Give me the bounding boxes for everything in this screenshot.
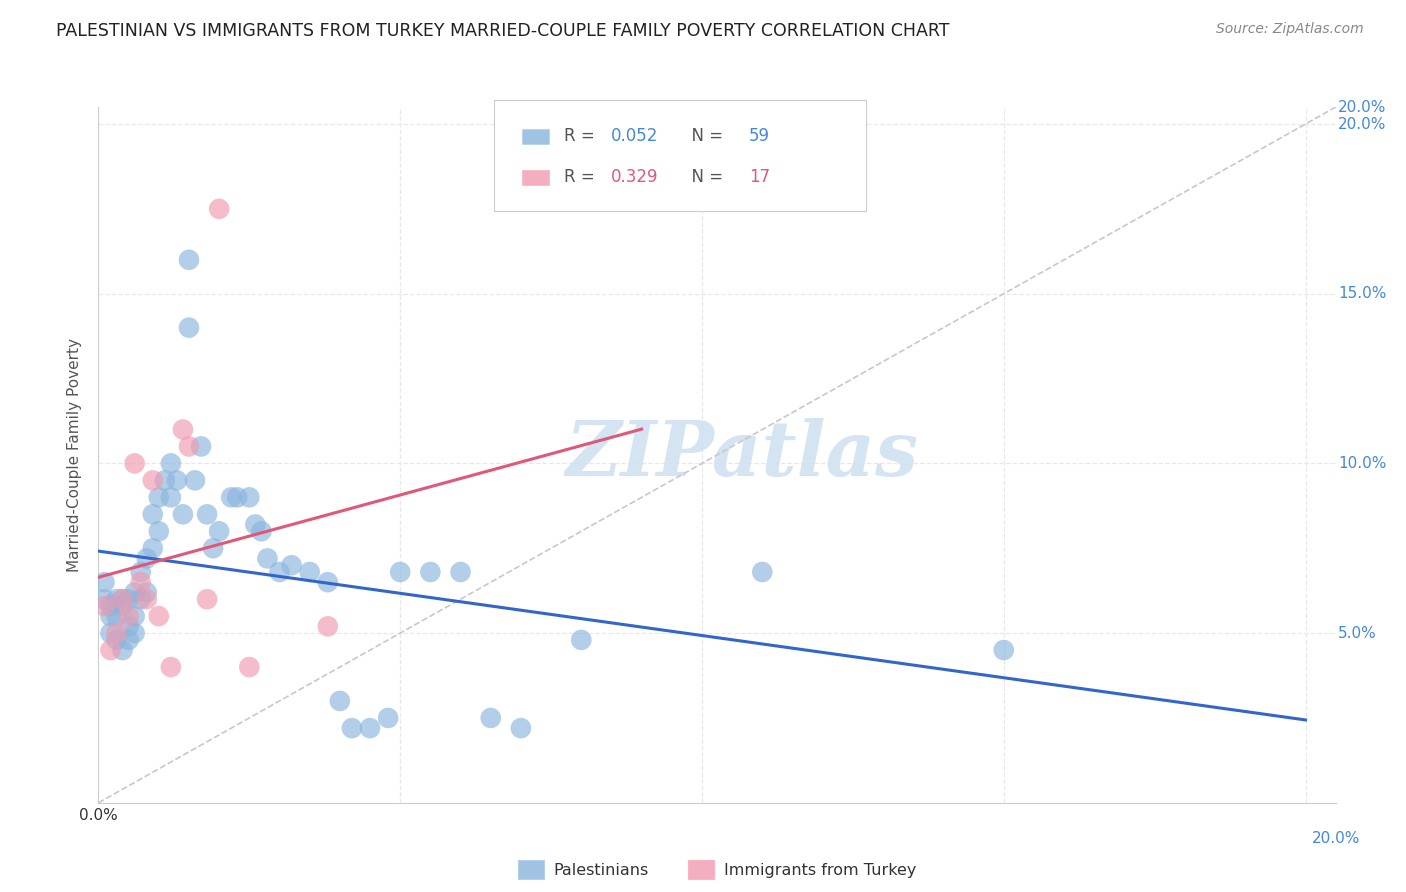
Point (993, 643, 1015, 657)
Point (153, 474, 176, 488)
Point (329, 694, 352, 708)
Point (450, 565, 472, 579)
Point (359, 721, 381, 735)
Text: 0.329: 0.329 (610, 169, 658, 186)
Point (111, 599, 134, 613)
Point (172, 422, 194, 436)
Point (184, 474, 207, 488)
Point (190, 439, 212, 453)
Point (124, 585, 146, 599)
FancyBboxPatch shape (495, 100, 866, 211)
Text: PALESTINIAN VS IMMIGRANTS FROM TURKEY MARRIED-COUPLE FAMILY POVERTY CORRELATION : PALESTINIAN VS IMMIGRANTS FROM TURKEY MA… (56, 22, 949, 40)
Point (160, 491, 183, 505)
Text: 59: 59 (749, 128, 770, 145)
Point (419, 565, 441, 579)
Point (135, 585, 157, 599)
Point (117, 592, 139, 607)
Point (226, 491, 249, 505)
Point (166, 474, 188, 488)
Text: 10.0%: 10.0% (1339, 456, 1386, 471)
Text: 5.0%: 5.0% (1339, 625, 1376, 640)
Point (100, 609, 122, 624)
Text: 20.0%: 20.0% (1339, 100, 1386, 114)
Point (509, 721, 531, 735)
Point (142, 541, 165, 556)
Point (250, 524, 273, 539)
Text: R =: R = (564, 128, 599, 145)
Point (135, 551, 157, 566)
Point (148, 524, 170, 539)
Point (208, 524, 231, 539)
Point (105, 609, 128, 624)
Point (129, 592, 152, 607)
Point (195, 592, 218, 607)
Point (389, 565, 412, 579)
Text: ZIPatlas: ZIPatlas (565, 418, 918, 491)
Point (177, 439, 200, 453)
Point (105, 592, 128, 607)
Point (172, 508, 194, 522)
Point (238, 660, 260, 674)
Text: Source: ZipAtlas.com: Source: ZipAtlas.com (1216, 22, 1364, 37)
Point (129, 565, 152, 579)
Point (280, 558, 302, 573)
Point (208, 202, 231, 216)
Text: N =: N = (681, 128, 728, 145)
Text: R =: R = (564, 169, 599, 186)
Point (238, 491, 260, 505)
Point (129, 575, 152, 590)
Point (100, 643, 122, 657)
Point (316, 575, 339, 590)
Point (135, 592, 157, 607)
Point (124, 457, 146, 471)
Point (93, 575, 115, 590)
Point (269, 565, 291, 579)
FancyBboxPatch shape (522, 128, 548, 144)
Point (100, 626, 122, 640)
Point (105, 626, 128, 640)
Point (111, 643, 134, 657)
Text: 20.0%: 20.0% (1312, 830, 1360, 846)
Y-axis label: Married-Couple Family Poverty: Married-Couple Family Poverty (66, 338, 82, 572)
Text: 15.0%: 15.0% (1339, 286, 1386, 301)
Point (569, 632, 592, 647)
Point (177, 320, 200, 334)
Point (245, 517, 267, 532)
Text: 17: 17 (749, 169, 770, 186)
Legend: Palestinians, Immigrants from Turkey: Palestinians, Immigrants from Turkey (512, 854, 922, 885)
Text: 0.052: 0.052 (610, 128, 658, 145)
Point (298, 565, 321, 579)
Point (148, 609, 170, 624)
Text: N =: N = (681, 169, 728, 186)
Point (177, 252, 200, 267)
Point (93, 599, 115, 613)
Point (751, 565, 773, 579)
Point (105, 632, 128, 647)
Point (142, 508, 165, 522)
Point (195, 508, 218, 522)
Point (142, 474, 165, 488)
Point (117, 609, 139, 624)
Point (117, 619, 139, 633)
FancyBboxPatch shape (522, 169, 548, 185)
Point (111, 592, 134, 607)
Point (256, 551, 278, 566)
Point (202, 541, 225, 556)
Text: 20.0%: 20.0% (1339, 117, 1386, 131)
Point (148, 491, 170, 505)
Point (124, 609, 146, 624)
Point (377, 711, 399, 725)
Point (117, 632, 139, 647)
Point (100, 599, 122, 613)
Point (160, 457, 183, 471)
Point (111, 592, 134, 607)
Point (340, 721, 363, 735)
Point (93, 592, 115, 607)
Point (219, 491, 242, 505)
Point (124, 626, 146, 640)
Point (316, 619, 339, 633)
Point (479, 711, 502, 725)
Point (160, 660, 183, 674)
